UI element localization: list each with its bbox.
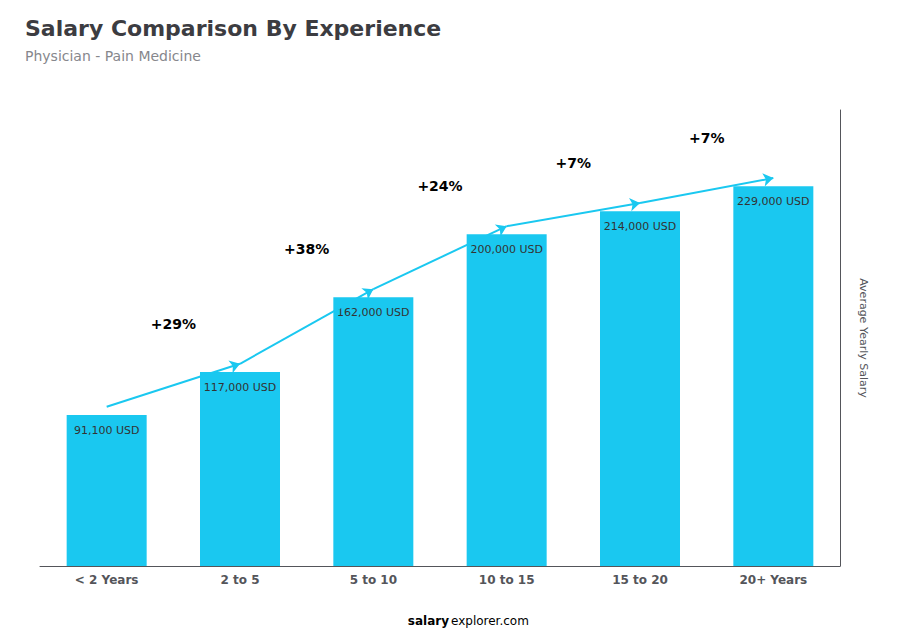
svg-text:Average Yearly Salary: Average Yearly Salary — [857, 278, 870, 398]
svg-text:5 to 10: 5 to 10 — [350, 573, 397, 587]
svg-text:< 2 Years: < 2 Years — [75, 573, 139, 587]
svg-text:salary: salary — [408, 614, 449, 628]
svg-text:10 to 15: 10 to 15 — [479, 573, 535, 587]
svg-text:117,000 USD: 117,000 USD — [204, 381, 277, 394]
svg-text:+7%: +7% — [689, 130, 725, 146]
svg-text:Physician - Pain Medicine: Physician - Pain Medicine — [25, 48, 201, 64]
svg-text:2 to 5: 2 to 5 — [220, 573, 259, 587]
svg-text:229,000 USD: 229,000 USD — [737, 195, 810, 208]
svg-text:Salary Comparison By Experienc: Salary Comparison By Experience — [25, 16, 441, 41]
svg-text:15 to 20: 15 to 20 — [612, 573, 668, 587]
svg-text:explorer.com: explorer.com — [451, 614, 529, 628]
svg-text:+38%: +38% — [284, 241, 329, 257]
svg-text:+7%: +7% — [556, 155, 592, 171]
svg-text:214,000 USD: 214,000 USD — [604, 220, 677, 233]
svg-text:+29%: +29% — [151, 316, 196, 332]
svg-text:20+ Years: 20+ Years — [739, 573, 807, 587]
svg-text:91,100 USD: 91,100 USD — [74, 424, 140, 437]
svg-text:200,000 USD: 200,000 USD — [470, 243, 543, 256]
svg-text:+24%: +24% — [417, 178, 462, 194]
svg-text:162,000 USD: 162,000 USD — [337, 306, 410, 319]
